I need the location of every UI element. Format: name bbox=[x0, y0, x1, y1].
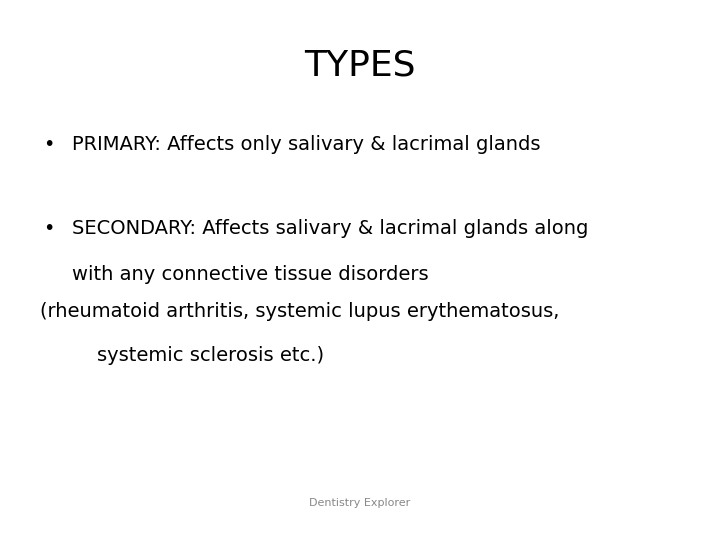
Text: •: • bbox=[43, 219, 55, 238]
Text: SECONDARY: Affects salivary & lacrimal glands along: SECONDARY: Affects salivary & lacrimal g… bbox=[72, 219, 588, 238]
Text: with any connective tissue disorders: with any connective tissue disorders bbox=[72, 265, 428, 284]
Text: Dentistry Explorer: Dentistry Explorer bbox=[310, 497, 410, 508]
Text: systemic sclerosis etc.): systemic sclerosis etc.) bbox=[72, 346, 324, 365]
Text: •: • bbox=[43, 135, 55, 154]
Text: TYPES: TYPES bbox=[305, 49, 415, 83]
Text: (rheumatoid arthritis, systemic lupus erythematosus,: (rheumatoid arthritis, systemic lupus er… bbox=[40, 302, 559, 321]
Text: PRIMARY: Affects only salivary & lacrimal glands: PRIMARY: Affects only salivary & lacrima… bbox=[72, 135, 541, 154]
